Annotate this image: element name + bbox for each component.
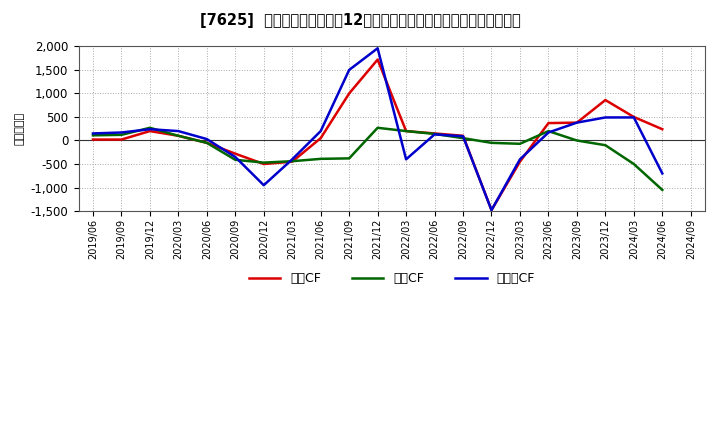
Line: 投資CF: 投資CF — [93, 128, 662, 190]
Text: [7625]  キャッシュフローの12か月移動合計の対前年同期増減額の推移: [7625] キャッシュフローの12か月移動合計の対前年同期増減額の推移 — [199, 13, 521, 28]
営業CF — [89, 137, 97, 142]
営業CF — [231, 151, 240, 156]
投資CF — [259, 160, 268, 165]
投資CF — [373, 125, 382, 130]
Y-axis label: （百万円）: （百万円） — [15, 112, 25, 145]
営業CF — [459, 133, 467, 139]
営業CF — [117, 137, 126, 142]
営業CF — [402, 128, 410, 134]
投資CF — [345, 156, 354, 161]
フリーCF — [259, 183, 268, 188]
営業CF — [288, 159, 297, 164]
投資CF — [544, 128, 553, 134]
営業CF — [431, 131, 439, 136]
フリーCF — [544, 130, 553, 135]
営業CF — [373, 57, 382, 62]
営業CF — [516, 159, 524, 164]
営業CF — [259, 161, 268, 167]
投資CF — [89, 133, 97, 138]
フリーCF — [174, 128, 183, 134]
営業CF — [658, 127, 667, 132]
フリーCF — [231, 154, 240, 160]
営業CF — [601, 97, 610, 103]
フリーCF — [516, 157, 524, 162]
Line: 営業CF: 営業CF — [93, 59, 662, 210]
投資CF — [174, 133, 183, 139]
フリーCF — [89, 131, 97, 136]
投資CF — [601, 143, 610, 148]
投資CF — [516, 141, 524, 147]
営業CF — [145, 128, 154, 134]
フリーCF — [288, 157, 297, 162]
営業CF — [544, 121, 553, 126]
投資CF — [145, 125, 154, 130]
投資CF — [572, 138, 581, 143]
Legend: 営業CF, 投資CF, フリーCF: 営業CF, 投資CF, フリーCF — [243, 268, 540, 290]
営業CF — [174, 133, 183, 139]
フリーCF — [145, 127, 154, 132]
営業CF — [202, 140, 211, 146]
投資CF — [202, 140, 211, 146]
フリーCF — [459, 134, 467, 139]
フリーCF — [658, 171, 667, 176]
営業CF — [487, 208, 496, 213]
フリーCF — [373, 46, 382, 51]
営業CF — [345, 91, 354, 96]
投資CF — [402, 128, 410, 134]
投資CF — [117, 132, 126, 137]
フリーCF — [629, 115, 638, 120]
フリーCF — [572, 120, 581, 125]
フリーCF — [316, 128, 325, 134]
投資CF — [658, 187, 667, 193]
フリーCF — [601, 115, 610, 120]
投資CF — [288, 158, 297, 164]
投資CF — [431, 131, 439, 136]
投資CF — [629, 161, 638, 167]
投資CF — [487, 140, 496, 146]
フリーCF — [431, 132, 439, 137]
フリーCF — [117, 130, 126, 135]
営業CF — [572, 120, 581, 125]
Line: フリーCF: フリーCF — [93, 48, 662, 210]
フリーCF — [487, 208, 496, 213]
投資CF — [231, 157, 240, 162]
営業CF — [316, 136, 325, 141]
投資CF — [459, 136, 467, 141]
フリーCF — [202, 136, 211, 142]
フリーCF — [345, 67, 354, 73]
フリーCF — [402, 157, 410, 162]
投資CF — [316, 156, 325, 161]
営業CF — [629, 114, 638, 120]
